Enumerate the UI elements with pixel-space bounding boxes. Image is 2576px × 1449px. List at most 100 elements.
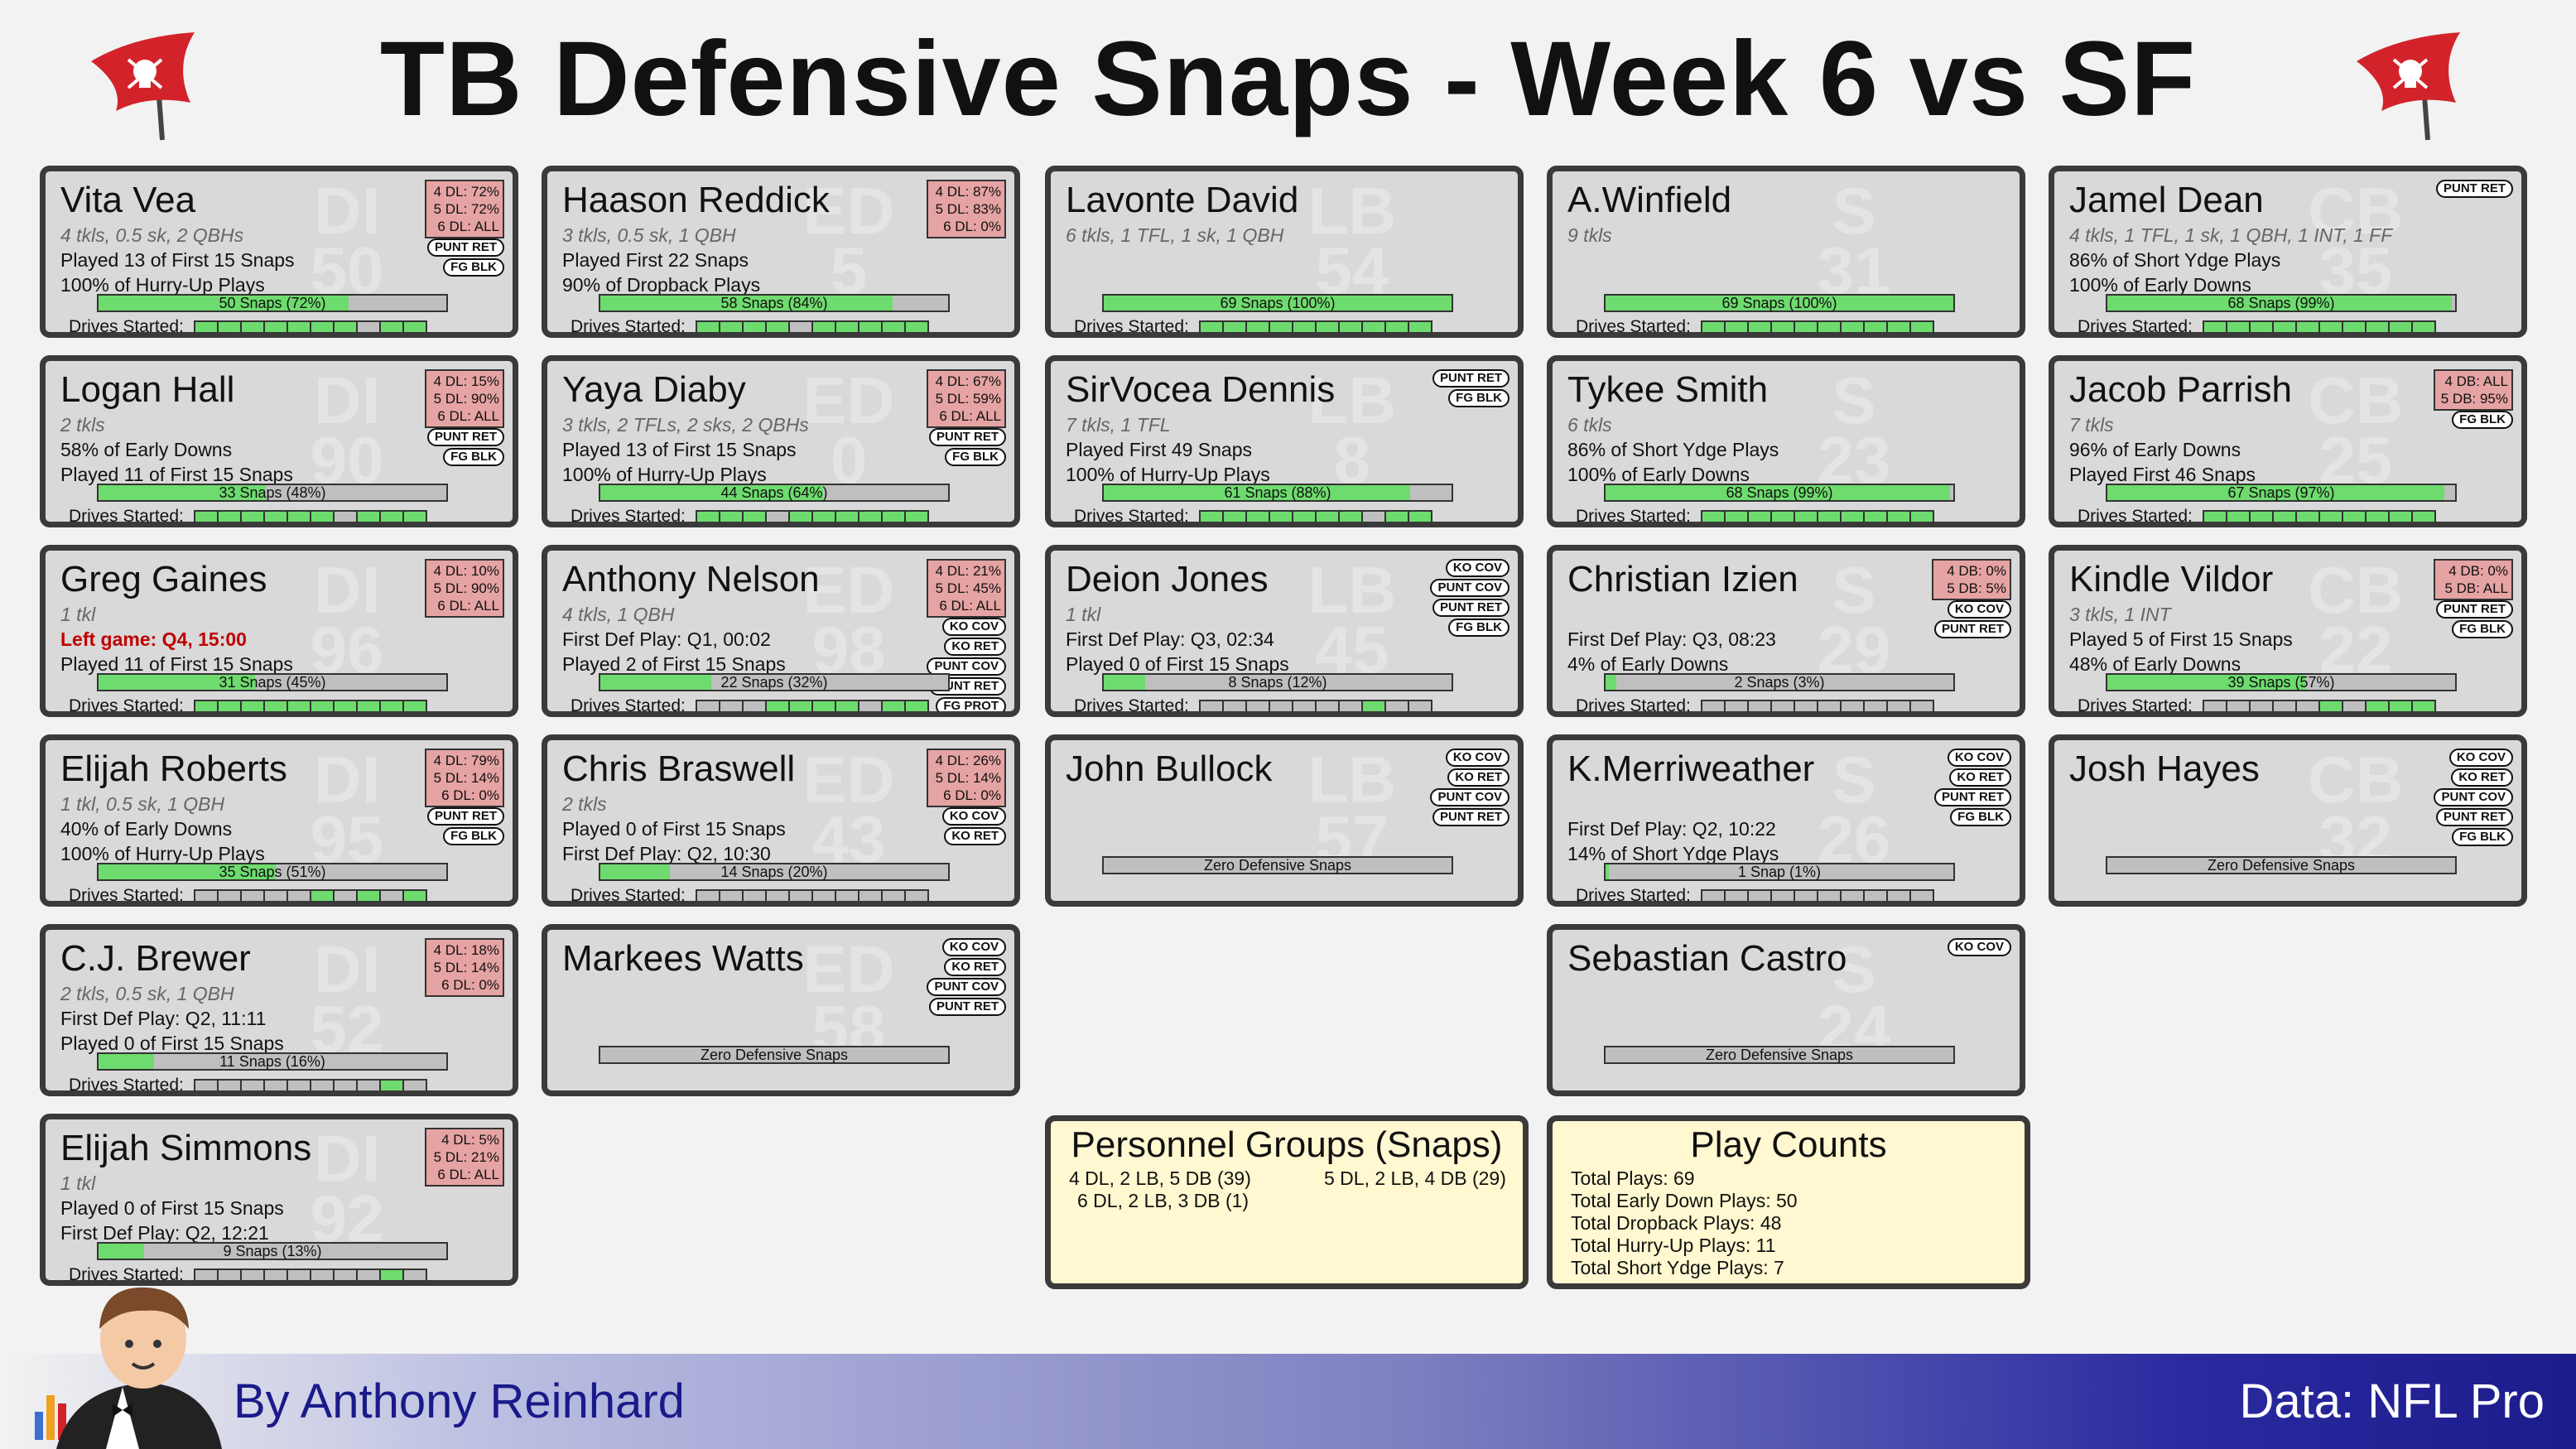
player-card: S 26 K.Merriweather First Def Play: Q2, 10… <box>1547 734 2025 907</box>
position-code: LB <box>1307 743 1397 816</box>
drive-cell <box>311 1081 335 1090</box>
position-watermark: ED 0 <box>799 368 898 493</box>
drive-cell <box>264 701 288 711</box>
drive-cell <box>241 1270 265 1280</box>
snap-bar: 61 Snaps (88%) <box>1102 484 1453 502</box>
position-watermark: DI 96 <box>297 557 397 683</box>
drives-started: Drives Started: <box>69 886 427 901</box>
drive-cell <box>1748 322 1772 332</box>
drive-cell <box>241 322 265 332</box>
snap-bar: Zero Defensive Snaps <box>1102 856 1453 874</box>
personnel-group: 4 DL, 2 LB, 5 DB (39) <box>1069 1167 1251 1189</box>
drive-cell <box>241 891 265 901</box>
drive-cell <box>403 1270 426 1280</box>
drives-started-label: Drives Started: <box>2078 696 2193 715</box>
drive-cell <box>696 512 720 522</box>
snap-bar-label: 69 Snaps (100%) <box>1220 295 1336 311</box>
special-teams-badge: KO COV <box>941 938 1006 956</box>
drive-cell <box>812 512 836 522</box>
front-percentage: 4 DL: 18% <box>433 942 499 958</box>
drive-cell <box>1771 701 1795 711</box>
drive-cell <box>1771 512 1795 522</box>
snap-bar-fill <box>99 864 277 879</box>
player-card: DI 92 Elijah Simmons 1 tkl Played 0 of First… <box>40 1114 518 1286</box>
snap-bar-label: Zero Defensive Snaps <box>1705 1047 1854 1063</box>
front-percentage: 4 DL: 87% <box>935 184 1001 200</box>
front-percentage: 6 DL: 0% <box>943 219 1001 234</box>
special-teams-badges: PUNT RET FG BLK <box>427 238 504 277</box>
drives-started-label: Drives Started: <box>1576 886 1691 905</box>
drive-cell <box>2342 322 2367 332</box>
drive-cell <box>2250 701 2274 711</box>
snap-bar: 44 Snaps (64%) <box>599 484 950 502</box>
snap-bar-label: Zero Defensive Snaps <box>1203 857 1352 874</box>
position-code: CB <box>2308 553 2404 627</box>
snap-bar-label: 67 Snaps (97%) <box>2227 484 2335 501</box>
front-percentage: 5 DB: 5% <box>1947 580 2006 596</box>
special-teams-badges: PUNT RET <box>2436 180 2513 198</box>
play-count-line: Total Early Down Plays: 50 <box>1571 1190 1798 1211</box>
drive-cell <box>380 1081 404 1090</box>
drive-cell <box>743 322 767 332</box>
drive-cell <box>859 512 883 522</box>
drive-cell <box>1269 512 1293 522</box>
player-name: Lavonte David <box>1066 180 1299 220</box>
position-code: DI <box>314 174 380 248</box>
player-note: 3 tkls, 0.5 sk, 1 QBH <box>562 224 736 246</box>
drive-cell <box>380 322 404 332</box>
special-teams-badges: KO COV <box>1947 938 2011 956</box>
drive-cell <box>403 1081 426 1090</box>
player-name: Elijah Roberts <box>60 749 287 789</box>
drive-cell <box>1223 322 1247 332</box>
front-percentage-box: 4 DL: 87% 5 DL: 83% 6 DL: 0% <box>927 180 1006 238</box>
player-name: Jacob Parrish <box>2069 369 2293 410</box>
drives-started-row <box>1700 320 1934 332</box>
drive-cell <box>195 1081 219 1090</box>
player-note: 1 tkl <box>60 1172 96 1194</box>
jersey-number: 50 <box>310 233 384 307</box>
personnel-group: 6 DL, 2 LB, 3 DB (1) <box>1077 1190 1249 1211</box>
player-name: Tykee Smith <box>1567 369 1769 410</box>
drive-cell <box>1910 322 1933 332</box>
player-note: 100% of Early Downs <box>2069 274 2251 296</box>
drive-cell <box>1408 512 1431 522</box>
special-teams-badges: KO COV KO RET PUNT COV PUNT RET FG BLK <box>2434 749 2513 846</box>
snap-bar: Zero Defensive Snaps <box>599 1046 950 1064</box>
position-code: ED <box>802 932 895 1006</box>
drive-cell <box>1702 701 1726 711</box>
snap-bar-label: 9 Snaps (13%) <box>223 1243 322 1259</box>
drive-cell <box>835 701 859 711</box>
snap-bar: 68 Snaps (99%) <box>2106 294 2457 312</box>
drive-cell <box>2203 701 2227 711</box>
position-code: S <box>1832 932 1876 1006</box>
player-name: Logan Hall <box>60 369 235 410</box>
player-name: Josh Hayes <box>2069 749 2260 789</box>
player-card: LB 8 SirVocea Dennis 7 tkls, 1 TFL Played Fi… <box>1045 355 1524 527</box>
snap-bar-fill <box>1104 296 1452 310</box>
drives-started-label: Drives Started: <box>69 507 184 526</box>
player-note: 58% of Early Downs <box>60 439 233 460</box>
special-teams-badge: FG BLK <box>443 258 504 277</box>
special-teams-badge: PUNT RET <box>427 238 504 257</box>
drives-started: Drives Started: <box>571 507 929 522</box>
player-note: 2 tkls <box>60 414 105 436</box>
snap-bar-fill <box>99 675 255 690</box>
front-percentage: 5 DL: 72% <box>433 201 499 217</box>
front-percentage: 6 DL: ALL <box>939 598 1001 614</box>
drive-cell <box>1200 322 1224 332</box>
drive-cell <box>859 322 883 332</box>
drive-cell <box>1818 322 1842 332</box>
drives-started: Drives Started: <box>1576 507 1934 522</box>
drive-cell <box>1725 891 1749 901</box>
front-percentage: 6 DL: 0% <box>441 977 499 993</box>
drive-cell <box>218 512 242 522</box>
special-teams-badge: PUNT RET <box>1432 599 1509 617</box>
drives-started-row <box>1198 700 1432 711</box>
drives-started-label: Drives Started: <box>69 1265 184 1284</box>
drive-cell <box>334 512 358 522</box>
front-percentage-box: 4 DL: 72% 5 DL: 72% 6 DL: ALL <box>425 180 504 238</box>
snap-bar: 22 Snaps (32%) <box>599 673 950 691</box>
player-note: 48% of Early Downs <box>2069 653 2241 675</box>
drives-started: Drives Started: <box>571 317 929 332</box>
special-teams-badge: KO COV <box>1445 749 1509 767</box>
